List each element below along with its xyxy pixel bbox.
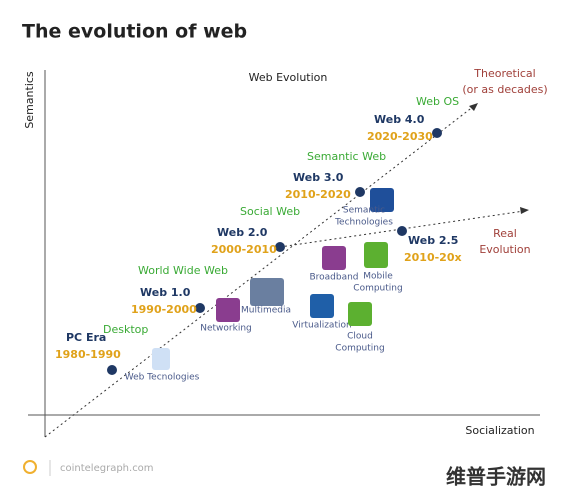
tech-label: Mobile <box>363 272 393 282</box>
stage-dot <box>195 303 205 313</box>
stage-years: 2000-2010 <box>211 243 277 256</box>
stage-years: 1980-1990 <box>55 348 121 361</box>
tech-label: Networking <box>200 324 252 334</box>
tech-label: Technologies <box>334 218 393 228</box>
tech-label: Computing <box>335 344 384 354</box>
real-line <box>279 210 525 248</box>
stage-years: 2010-20x <box>404 251 462 264</box>
diagram-title: Web Evolution <box>249 71 328 84</box>
stage-dot <box>107 365 117 375</box>
stage-years: 2020-2030 <box>367 130 433 143</box>
tech-label: Multimedia <box>241 306 291 316</box>
stage-years: 2010-2020 <box>285 188 351 201</box>
page-title: The evolution of web <box>22 21 247 43</box>
tech-label: Virtualization <box>292 321 351 331</box>
y-axis-label: Semantics <box>23 71 36 129</box>
logo <box>23 460 37 474</box>
real-label: Evolution <box>479 243 530 256</box>
stage-label: Desktop <box>103 323 148 336</box>
tech-label: Web Tecnologies <box>125 373 200 383</box>
tech-icon <box>322 246 346 270</box>
stage-dot <box>275 242 285 252</box>
theoretical-label: (or as decades) <box>462 83 547 96</box>
stage-label: World Wide Web <box>138 264 228 277</box>
tech-icon <box>216 298 240 322</box>
tech-icon <box>310 294 334 318</box>
footer-source: cointelegraph.com <box>60 463 154 474</box>
stage-dot <box>432 128 442 138</box>
stage-name: Web 1.0 <box>140 286 191 299</box>
real-label: Real <box>493 227 517 240</box>
stage-label: Semantic Web <box>307 150 386 163</box>
arrow-head <box>469 103 478 111</box>
arrow-head <box>520 207 529 214</box>
stage-label: Web OS <box>416 95 459 108</box>
tech-icon <box>370 188 394 212</box>
stage-dot <box>355 187 365 197</box>
theoretical-label: Theoretical <box>473 67 535 80</box>
tech-label: Cloud <box>347 332 373 342</box>
theoretical-line <box>44 105 475 438</box>
tech-label: Computing <box>353 284 402 294</box>
x-axis-label: Socialization <box>465 424 534 437</box>
stage-name: Web 2.0 <box>217 226 268 239</box>
tech-icon <box>152 348 170 370</box>
stage-name: Web 2.5 <box>408 234 458 247</box>
tech-icon <box>364 242 388 268</box>
stage-years: 1990-2000 <box>131 303 197 316</box>
tech-icon <box>250 278 284 306</box>
tech-label: Broadband <box>309 273 358 283</box>
stage-label: Social Web <box>240 205 300 218</box>
stage-name: PC Era <box>66 331 106 344</box>
stage-dot <box>397 226 407 236</box>
stage-name: Web 3.0 <box>293 171 344 184</box>
tech-icon <box>348 302 372 326</box>
watermark: 维普手游网 <box>446 465 546 489</box>
stage-name: Web 4.0 <box>374 113 425 126</box>
tech-label: Semantic <box>343 206 385 216</box>
